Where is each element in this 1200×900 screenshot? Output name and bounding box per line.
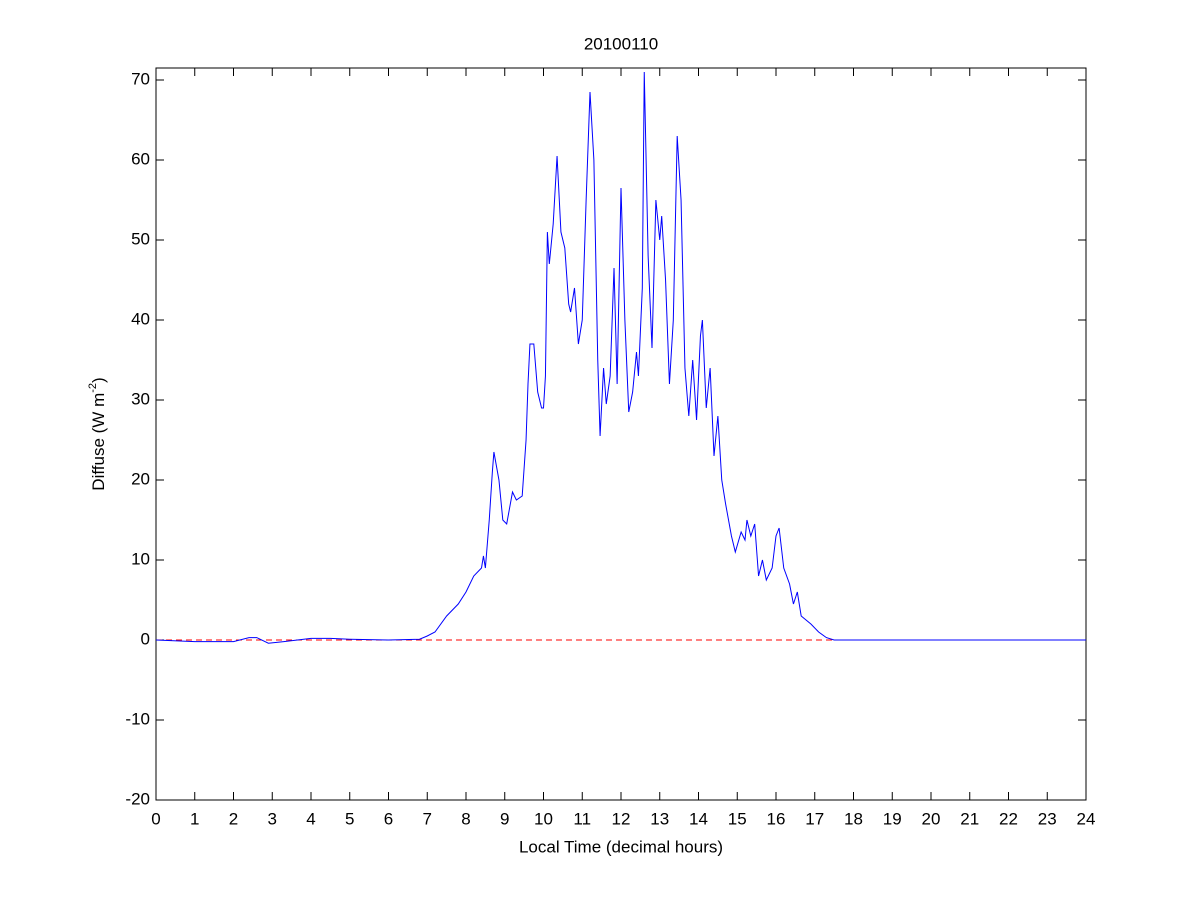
x-tick-label: 20 xyxy=(922,809,941,828)
x-tick-label: 9 xyxy=(500,809,509,828)
x-tick-label: 2 xyxy=(229,809,238,828)
y-tick-label: 0 xyxy=(141,629,150,648)
y-label-sup: -2 xyxy=(87,383,99,393)
x-tick-label: 19 xyxy=(883,809,902,828)
y-tick-label: 40 xyxy=(131,309,150,328)
x-tick-label: 8 xyxy=(461,809,470,828)
x-tick-label: 23 xyxy=(1038,809,1057,828)
y-tick-label: 70 xyxy=(131,69,150,88)
y-tick-label: 20 xyxy=(131,469,150,488)
data-line xyxy=(155,71,1086,644)
y-tick-label: 10 xyxy=(131,549,150,568)
x-tick-label: 14 xyxy=(689,809,708,828)
y-tick-label: -10 xyxy=(125,709,150,728)
y-axis-label: Diffuse (W m-2) xyxy=(87,377,109,490)
x-tick-label: 3 xyxy=(268,809,277,828)
y-tick-label: 30 xyxy=(131,389,150,408)
x-tick-label: 22 xyxy=(999,809,1018,828)
x-tick-label: 11 xyxy=(573,809,591,828)
y-tick-label: -20 xyxy=(125,789,150,808)
x-tick-label: 24 xyxy=(1077,809,1096,828)
y-label-end: ) xyxy=(89,377,108,383)
x-tick-label: 16 xyxy=(767,809,786,828)
y-tick-label: 50 xyxy=(131,229,150,248)
y-label-text: Diffuse (W m xyxy=(89,393,108,491)
x-tick-label: 12 xyxy=(612,809,631,828)
x-axis-label: Local Time (decimal hours) xyxy=(519,837,723,856)
x-tick-label: 6 xyxy=(384,809,393,828)
x-tick-label: 5 xyxy=(345,809,354,828)
y-tick-label: 60 xyxy=(131,149,150,168)
x-tick-label: 7 xyxy=(423,809,432,828)
plot-area xyxy=(155,67,1087,801)
x-tick-label: 18 xyxy=(844,809,863,828)
x-tick-label: 15 xyxy=(728,809,747,828)
chart-title: 20100110 xyxy=(584,34,658,53)
x-tick-label: 10 xyxy=(534,809,553,828)
x-tick-label: 13 xyxy=(650,809,669,828)
x-tick-label: 1 xyxy=(190,809,199,828)
x-tick-label: 17 xyxy=(805,809,824,828)
x-tick-label: 0 xyxy=(151,809,160,828)
x-tick-label: 21 xyxy=(960,809,979,828)
x-tick-label: 4 xyxy=(306,809,315,828)
